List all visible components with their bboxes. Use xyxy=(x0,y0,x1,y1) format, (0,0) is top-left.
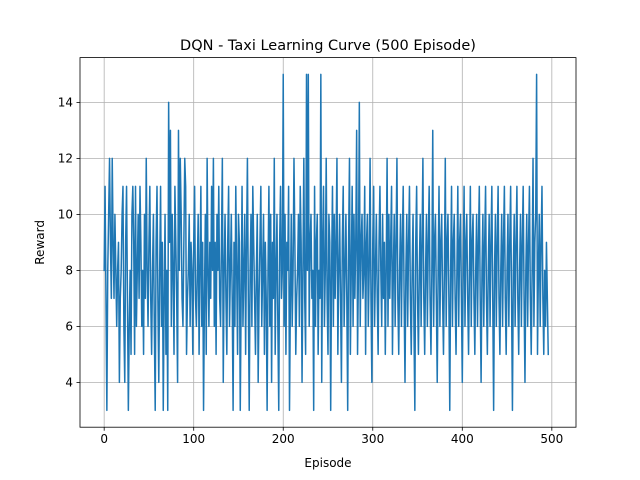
y-tick-label: 6 xyxy=(65,320,73,334)
x-axis-ticks: 0 100 200 300 400 500 xyxy=(100,427,563,446)
x-tick-label: 300 xyxy=(361,432,384,446)
y-tick-label: 4 xyxy=(65,376,73,390)
x-axis-label: Episode xyxy=(304,456,351,470)
series-line xyxy=(103,73,550,412)
chart-title: DQN - Taxi Learning Curve (500 Episode) xyxy=(180,38,476,54)
y-tick-label: 8 xyxy=(65,264,73,278)
y-axis-label: Reward xyxy=(33,220,47,265)
series-group xyxy=(103,73,550,412)
y-axis-ticks: 4 6 8 10 12 14 xyxy=(58,96,80,390)
y-tick-label: 10 xyxy=(58,208,73,222)
x-tick-label: 100 xyxy=(182,432,205,446)
y-tick-label: 12 xyxy=(58,152,73,166)
plot-frame xyxy=(79,57,577,428)
y-tick-label: 14 xyxy=(58,96,73,110)
x-tick-label: 400 xyxy=(451,432,474,446)
x-tick-label: 200 xyxy=(272,432,295,446)
x-tick-label: 0 xyxy=(100,432,108,446)
x-tick-label: 500 xyxy=(540,432,563,446)
